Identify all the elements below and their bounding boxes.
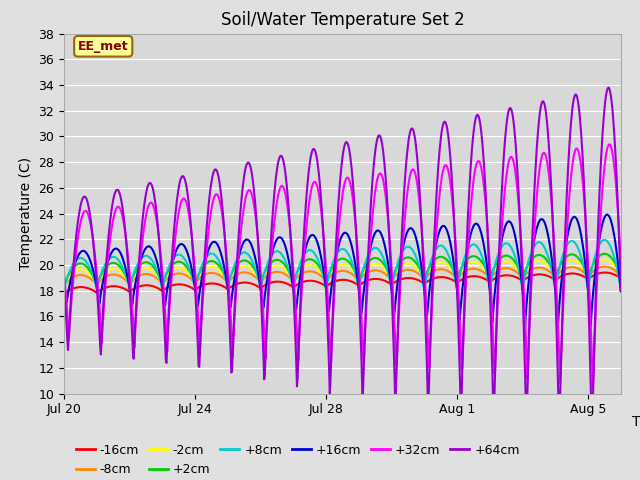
Line: +32cm: +32cm bbox=[64, 144, 621, 388]
+16cm bbox=[604, 212, 611, 217]
+64cm bbox=[588, 439, 596, 445]
+32cm bbox=[617, 261, 625, 266]
+32cm bbox=[135, 272, 143, 277]
-2cm bbox=[135, 268, 143, 274]
+16cm bbox=[124, 274, 131, 280]
Text: Time: Time bbox=[632, 415, 640, 429]
+64cm bbox=[173, 199, 180, 205]
+2cm bbox=[124, 277, 131, 283]
Line: -16cm: -16cm bbox=[64, 273, 621, 294]
+32cm bbox=[173, 223, 180, 228]
+8cm bbox=[600, 237, 608, 243]
+64cm bbox=[348, 173, 356, 179]
-8cm bbox=[348, 271, 356, 277]
+16cm bbox=[173, 246, 180, 252]
-8cm bbox=[617, 274, 625, 279]
+2cm bbox=[396, 261, 403, 266]
Line: +64cm: +64cm bbox=[64, 88, 621, 442]
+16cm bbox=[60, 284, 68, 289]
Y-axis label: Temperature (C): Temperature (C) bbox=[19, 157, 33, 270]
-8cm bbox=[173, 271, 180, 276]
+64cm bbox=[486, 282, 493, 288]
+2cm bbox=[60, 284, 68, 290]
+2cm bbox=[617, 274, 625, 279]
+64cm bbox=[124, 255, 131, 261]
+32cm bbox=[60, 271, 68, 276]
-16cm bbox=[124, 288, 131, 293]
+64cm bbox=[617, 288, 625, 293]
-8cm bbox=[135, 273, 143, 279]
-16cm bbox=[617, 276, 625, 281]
+32cm bbox=[486, 260, 493, 266]
-2cm bbox=[617, 273, 625, 279]
-2cm bbox=[60, 283, 68, 289]
-8cm bbox=[396, 270, 403, 276]
-2cm bbox=[600, 257, 608, 263]
Line: -8cm: -8cm bbox=[64, 266, 621, 286]
-2cm bbox=[348, 267, 356, 273]
+16cm bbox=[587, 323, 595, 329]
+8cm bbox=[617, 288, 625, 294]
+8cm bbox=[348, 260, 356, 266]
-8cm bbox=[486, 276, 493, 281]
+2cm bbox=[135, 264, 143, 269]
+16cm bbox=[486, 286, 493, 291]
Legend: -16cm, -8cm, -2cm, +2cm, +8cm, +16cm, +32cm, +64cm: -16cm, -8cm, -2cm, +2cm, +8cm, +16cm, +3… bbox=[71, 439, 525, 480]
+8cm bbox=[124, 278, 131, 284]
+16cm bbox=[396, 265, 403, 271]
Line: -2cm: -2cm bbox=[64, 260, 621, 286]
Text: EE_met: EE_met bbox=[78, 40, 129, 53]
-16cm bbox=[601, 270, 609, 276]
+8cm bbox=[60, 287, 68, 292]
+2cm bbox=[600, 251, 608, 257]
+64cm bbox=[605, 85, 612, 91]
+32cm bbox=[589, 385, 596, 391]
+32cm bbox=[124, 249, 131, 255]
-8cm bbox=[60, 283, 68, 288]
-2cm bbox=[124, 278, 131, 284]
Line: +8cm: +8cm bbox=[64, 240, 621, 291]
+64cm bbox=[60, 283, 68, 288]
+32cm bbox=[348, 192, 356, 198]
+2cm bbox=[348, 264, 356, 269]
-16cm bbox=[135, 284, 143, 289]
+8cm bbox=[396, 255, 403, 261]
-16cm bbox=[60, 291, 68, 297]
+2cm bbox=[486, 276, 493, 281]
-16cm bbox=[173, 282, 180, 288]
+8cm bbox=[173, 252, 180, 258]
+64cm bbox=[135, 257, 143, 263]
Title: Soil/Water Temperature Set 2: Soil/Water Temperature Set 2 bbox=[221, 11, 464, 29]
+16cm bbox=[348, 246, 356, 252]
+8cm bbox=[486, 286, 493, 292]
+2cm bbox=[173, 259, 180, 265]
+16cm bbox=[135, 263, 143, 269]
-8cm bbox=[124, 279, 131, 285]
-2cm bbox=[486, 275, 493, 281]
Line: +2cm: +2cm bbox=[64, 254, 621, 287]
+16cm bbox=[617, 288, 625, 294]
Line: +16cm: +16cm bbox=[64, 215, 621, 326]
-8cm bbox=[600, 264, 608, 269]
-16cm bbox=[396, 277, 403, 283]
-2cm bbox=[173, 265, 180, 271]
+32cm bbox=[605, 142, 613, 147]
+32cm bbox=[396, 299, 403, 305]
+8cm bbox=[135, 259, 143, 264]
-2cm bbox=[396, 265, 403, 271]
+64cm bbox=[396, 284, 403, 290]
-16cm bbox=[486, 279, 493, 285]
-16cm bbox=[348, 279, 356, 285]
